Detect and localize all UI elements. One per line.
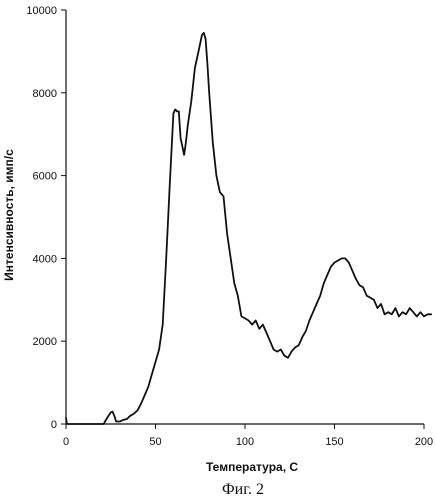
x-ticks: 0 50 100 150 200 <box>63 424 433 448</box>
axes <box>66 10 424 424</box>
x-tick-label: 200 <box>415 436 433 448</box>
x-tick-label: 150 <box>325 436 343 448</box>
y-tick-label: 0 <box>51 419 57 431</box>
y-tick-label: 2000 <box>33 336 57 348</box>
y-tick-label: 10000 <box>26 5 57 17</box>
x-tick-label: 50 <box>149 436 161 448</box>
x-tick-label: 0 <box>63 436 69 448</box>
y-tick-label: 8000 <box>33 88 57 100</box>
y-tick-label: 6000 <box>33 171 57 183</box>
x-tick-label: 100 <box>236 436 254 448</box>
figure-caption: Фиг. 2 <box>222 481 264 498</box>
series-line <box>66 33 431 424</box>
y-ticks: 0 2000 4000 6000 8000 10000 <box>26 5 66 431</box>
y-axis-title: Интенсивность, имп/с <box>2 149 16 281</box>
y-tick-label: 4000 <box>33 253 57 265</box>
x-axis-title: Температура, С <box>206 460 298 474</box>
